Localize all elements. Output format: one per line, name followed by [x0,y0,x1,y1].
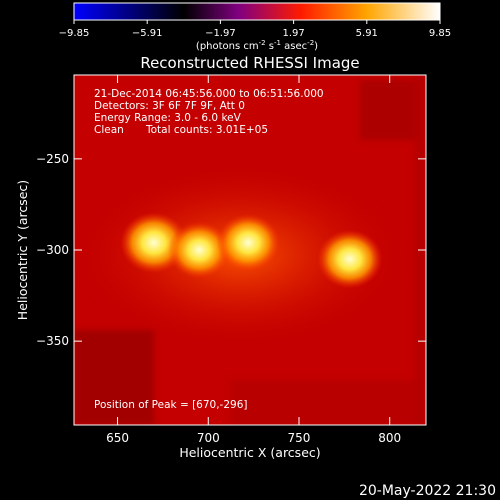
energy-range-text: Energy Range: 3.0 - 6.0 keV [94,112,242,124]
colorbar-tick-label: −9.85 [59,28,90,39]
colorbar-tick-label: 5.91 [356,28,378,39]
total-counts-text: Total counts: 3.01E+05 [145,124,268,136]
y-tick-label: −300 [36,243,69,257]
peak-position-text: Position of Peak = [670,-296] [94,399,248,411]
detectors-text: Detectors: 3F 6F 7F 9F, Att 0 [94,100,245,112]
y-axis-title: Heliocentric Y (arcsec) [15,180,30,320]
colorbar-tick-label: −5.91 [132,28,163,39]
axis-ticks: 650 700 750 800 −250 −300 −350 [36,75,426,445]
colorbar-tick-label: 1.97 [282,28,304,39]
time-range-text: 21-Dec-2014 06:45:56.000 to 06:51:56.000 [94,88,324,100]
dark-region-left [74,330,154,425]
y-tick-label: −250 [36,152,69,166]
clean-label: Clean [94,124,124,136]
x-tick-label: 750 [288,431,311,445]
dark-region-bottom [230,380,420,425]
flare-source-2 [167,221,231,279]
colorbar-ticks: −9.85 −5.91 −1.97 1.97 5.91 9.85 [59,20,451,39]
colorbar-tick-label: −1.97 [205,28,236,39]
chart-title: Reconstructed RHESSI Image [140,54,359,72]
flare-source-3 [216,213,280,272]
flare-sources [120,212,383,289]
x-tick-label: 800 [378,431,401,445]
x-axis-title: Heliocentric X (arcsec) [179,445,320,460]
x-tick-label: 650 [106,431,129,445]
x-tick-label: 700 [197,431,220,445]
heatmap-image [74,75,426,425]
colorbar-tick-label: 9.85 [429,28,451,39]
dark-region-right [360,80,420,140]
y-tick-label: −350 [36,334,69,348]
footer-timestamp: 20-May-2022 21:30 [359,483,496,499]
colorbar-gradient [73,2,441,21]
info-annotations: 21-Dec-2014 06:45:56.000 to 06:51:56.000… [94,88,324,411]
colorbar: −9.85 −5.91 −1.97 1.97 5.91 9.85 (photons cm-… [59,2,451,52]
flare-source-4 [317,229,383,289]
colorbar-unit-label: (photons cm-2 s-1 asec-2) [196,39,318,52]
